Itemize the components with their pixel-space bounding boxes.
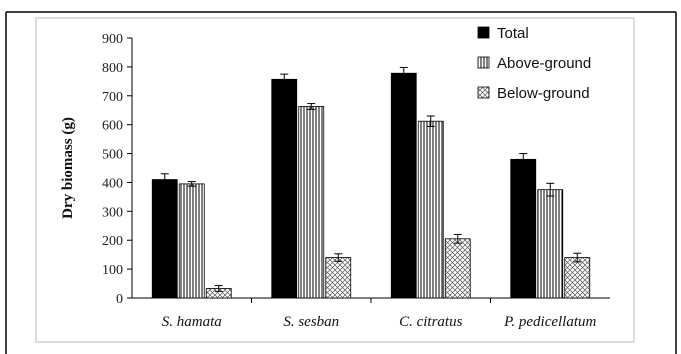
bar-total-4 <box>510 158 537 299</box>
legend-swatch-below-ground <box>477 86 490 99</box>
x-category-label: S. sesban <box>283 314 339 330</box>
x-category-label: S. hamata <box>162 314 222 330</box>
legend: Total Above-ground Below-ground <box>477 25 591 102</box>
y-tick-label: 700 <box>102 90 123 105</box>
bar-below-ground-3 <box>444 238 471 299</box>
legend-swatch-above-ground <box>477 56 490 69</box>
x-category-label: C. citratus <box>399 314 463 330</box>
bar-below-ground-4 <box>564 257 591 299</box>
bar-total-3 <box>390 72 417 299</box>
plot-frame <box>35 17 635 343</box>
y-tick-label: 900 <box>102 32 123 47</box>
y-tick-label: 0 <box>116 292 123 307</box>
bar-above-ground-4 <box>537 189 564 299</box>
x-category-label: P. pedicellatum <box>503 314 596 330</box>
legend-label: Total <box>497 25 529 42</box>
y-tick-label: 600 <box>102 119 123 134</box>
y-tick-label: 800 <box>102 61 123 76</box>
legend-label: Below-ground <box>497 85 590 102</box>
y-tick-label: 500 <box>102 148 123 163</box>
bar-total-1 <box>151 179 178 299</box>
y-tick-label: 300 <box>102 205 123 220</box>
bar-below-ground-2 <box>325 257 352 299</box>
y-axis-title: Dry biomass (g) <box>60 117 76 219</box>
bar-above-ground-3 <box>417 120 444 299</box>
legend-label: Above-ground <box>497 55 591 72</box>
bars <box>151 66 591 299</box>
y-tick-label: 200 <box>102 234 123 249</box>
legend-swatch-total <box>477 26 490 39</box>
y-tick-label: 400 <box>102 176 123 191</box>
bar-total-2 <box>271 78 298 299</box>
y-tick-label: 100 <box>102 263 123 278</box>
bar-above-ground-1 <box>178 183 205 299</box>
bar-above-ground-2 <box>298 106 325 299</box>
